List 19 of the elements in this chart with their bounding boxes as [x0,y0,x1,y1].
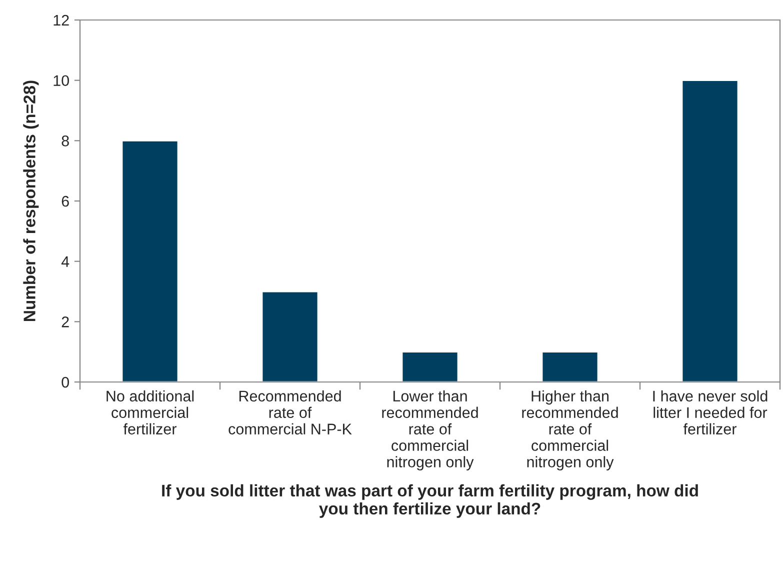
y-tick-label: 4 [61,256,70,267]
y-tick-label: 0 [62,376,69,388]
y-axis-title: Number of respondents (n=28) [23,80,39,321]
bar [541,351,599,382]
bar [261,290,319,382]
x-tick-label: Higher than recommended rate of commercial nitrogen only [522,390,618,470]
x-tick-label: Lower than recommended rate of commercial nitrogen only [382,390,478,470]
bar [121,140,179,382]
bar [401,351,459,382]
y-tick-label: 10 [54,75,69,86]
y-tick-label: 6 [62,196,69,207]
x-tick-label: I have never sold litter I needed for fertilizer [653,390,768,434]
y-tick-label: 2 [62,316,69,328]
y-tick-label: 8 [62,136,69,146]
x-tick-label: No additional commercial fertilizer [106,390,194,434]
x-axis-title: If you sold litter that was part of your farm fertility program, how did you then fertilize your land? [162,484,698,518]
y-tick-label: 12 [54,14,69,26]
x-tick-label: Recommended rate of commercial N-P-K [228,390,352,434]
bar [681,80,739,382]
